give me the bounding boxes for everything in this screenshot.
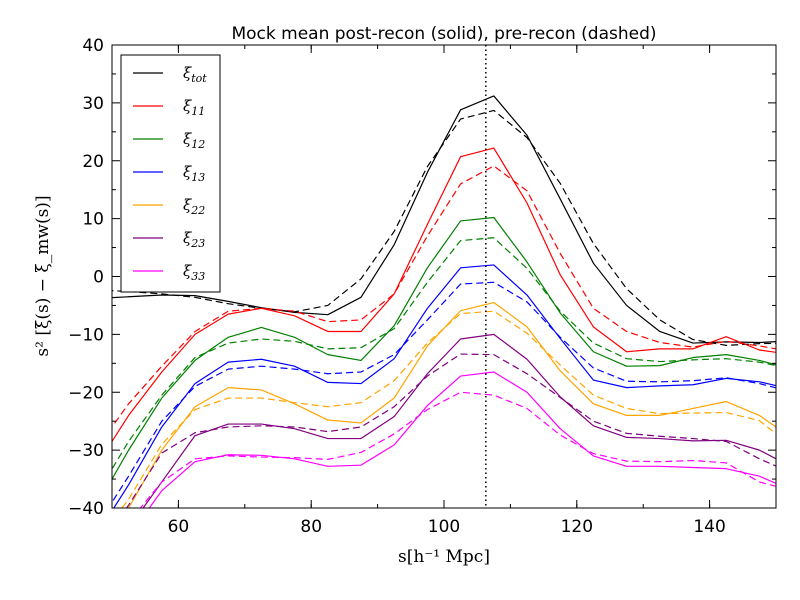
series-line-xi-23-post-recon <box>142 333 776 508</box>
y-tick-label: −10 <box>68 325 104 345</box>
y-tick-label: 20 <box>82 152 104 172</box>
series-line-xi-22-post-recon <box>127 301 776 508</box>
series-line-xi-13-pre-recon <box>112 281 776 504</box>
y-tick-label: 0 <box>93 268 104 288</box>
series-line-xi-33-post-recon <box>148 371 776 508</box>
series-line-xi-33-pre-recon <box>139 391 776 508</box>
x-tick-label: 60 <box>168 517 190 537</box>
series-line-xi-12-post-recon <box>112 216 776 481</box>
series-line-xi-11-pre-recon <box>112 165 776 429</box>
legend-label-xi-22: ξ22 <box>183 196 205 217</box>
series-line-xi-22-pre-recon <box>121 310 776 508</box>
x-tick-label: 80 <box>300 517 322 537</box>
legend: ξtot ξ11 ξ12 ξ13 ξ22 ξ23 ξ33 <box>120 54 221 293</box>
series-line-xi-13-post-recon <box>113 264 776 508</box>
legend-label-xi-tot: ξtot <box>183 64 207 85</box>
x-tick-label: 140 <box>693 517 725 537</box>
plot-area <box>112 45 776 508</box>
series-line-xi-12-pre-recon <box>112 237 776 471</box>
y-axis-label: s² [ξ(s) − ξ_mw(s)] <box>33 195 53 356</box>
legend-label-xi-33: ξ33 <box>183 262 205 283</box>
y-tick-label: 40 <box>82 36 104 56</box>
legend-box <box>120 54 221 293</box>
series-layer <box>112 95 776 508</box>
x-tick-label: 120 <box>561 517 593 537</box>
legend-label-xi-12: ξ12 <box>183 130 205 151</box>
y-tick-label: −20 <box>68 383 104 403</box>
y-tick-label: 30 <box>82 94 104 114</box>
series-line-xi-tot-post-recon <box>112 95 776 344</box>
axis-ticks: 60 80 100 120 140 −40 −30 −20 −10 0 10 20 30 40 <box>68 36 777 537</box>
y-tick-label: −30 <box>68 441 104 461</box>
legend-label-xi-23: ξ23 <box>183 229 205 250</box>
y-tick-label: −40 <box>68 499 104 519</box>
y-tick-label: 10 <box>82 210 104 230</box>
x-tick-label: 100 <box>428 517 460 537</box>
legend-label-xi-13: ξ13 <box>183 163 205 184</box>
legend-label-xi-11: ξ11 <box>183 97 205 118</box>
series-line-xi-tot-pre-recon <box>112 109 776 346</box>
series-line-xi-11-post-recon <box>112 147 776 443</box>
x-axis-label: s[h⁻¹ Mpc] <box>398 547 490 567</box>
chart-title: Mock mean post-recon (solid), pre-recon … <box>231 24 656 44</box>
